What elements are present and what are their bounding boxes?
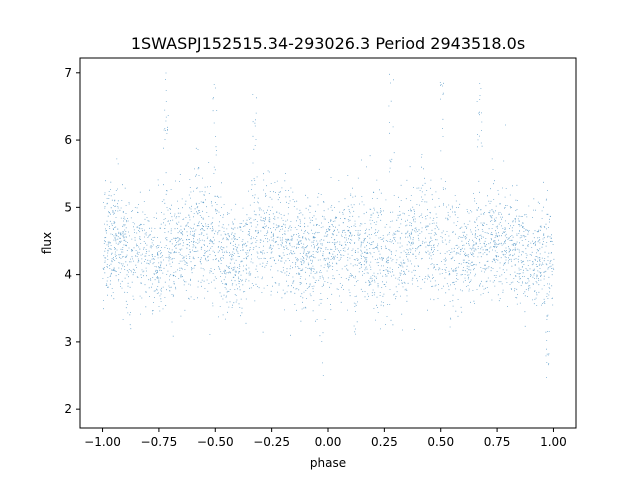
y-axis: 2 3 4 5 6 7	[64, 66, 80, 416]
y-axis-label: flux	[40, 232, 54, 254]
x-tick-label: 0.50	[427, 435, 454, 449]
x-tick-label: 1.00	[540, 435, 567, 449]
x-tick-label: −1.00	[84, 435, 121, 449]
chart-title: 1SWASPJ152515.34-293026.3 Period 2943518…	[131, 34, 525, 53]
y-tick-label: 4	[64, 268, 72, 282]
y-tick-label: 3	[64, 335, 72, 349]
y-tick-label: 6	[64, 133, 72, 147]
x-axis-label: phase	[310, 456, 346, 470]
x-tick-label: 0.00	[315, 435, 342, 449]
y-tick-label: 5	[64, 200, 72, 214]
x-tick-label: −0.50	[197, 435, 234, 449]
x-tick-label: 0.75	[484, 435, 511, 449]
y-tick-label: 7	[64, 66, 72, 80]
x-axis: −1.00 −0.75 −0.50 −0.25 0.00 0.25 0.50 0.75 1.00	[84, 428, 567, 449]
x-tick-label: −0.25	[253, 435, 290, 449]
x-tick-label: 0.25	[371, 435, 398, 449]
y-tick-label: 2	[64, 402, 72, 416]
x-tick-label: −0.75	[141, 435, 178, 449]
